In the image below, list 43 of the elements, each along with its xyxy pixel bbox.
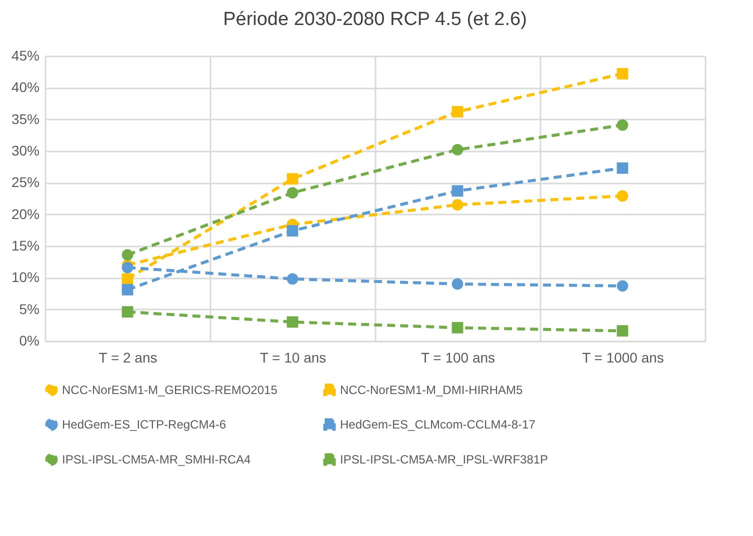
point — [452, 199, 464, 211]
point — [616, 119, 628, 131]
point — [452, 322, 464, 334]
y-tick-label: 35% — [11, 110, 40, 127]
point — [616, 280, 628, 292]
point — [122, 262, 134, 274]
point — [452, 106, 464, 118]
chart-title: Période 2030-2080 RCP 4.5 (et 2.6) — [223, 9, 527, 30]
point — [616, 325, 628, 337]
point — [286, 316, 298, 328]
point — [122, 273, 134, 285]
legend-label: HedGem-ES_ICTP-RegCM4-6 — [62, 418, 226, 432]
point — [616, 162, 628, 174]
point — [122, 284, 134, 296]
legend-label: IPSL-IPSL-CM5A-MR_IPSL-WRF381P — [340, 452, 548, 466]
legend-label: HedGem-ES_CLMcom-CCLM4-8-17 — [340, 418, 536, 432]
x-tick-label: T = 10 ans — [260, 350, 326, 366]
point — [122, 306, 134, 318]
x-tick-label: T = 2 ans — [98, 350, 158, 366]
legend-label: NCC-NorESM1-M_GERICS-REMO2015 — [62, 382, 278, 397]
x-tick-label: T = 1000 ans — [582, 350, 664, 366]
y-tick-label: 10% — [11, 269, 40, 286]
y-tick-label: 30% — [11, 142, 40, 158]
point — [452, 144, 464, 156]
y-tick-label: 45% — [11, 48, 40, 64]
y-tick-label: 25% — [11, 174, 40, 190]
point — [286, 173, 298, 185]
legend-label: IPSL-IPSL-CM5A-MR_SMHI-RCA4 — [62, 452, 252, 466]
x-tick-label: T = 100 ans — [420, 350, 496, 366]
point — [286, 225, 298, 236]
y-tick-label: 40% — [11, 79, 40, 96]
point — [286, 187, 298, 198]
point — [616, 190, 628, 202]
point — [452, 278, 464, 290]
point — [616, 68, 628, 80]
y-tick-label: 20% — [11, 206, 40, 222]
point — [452, 185, 464, 197]
y-tick-label: 5% — [19, 300, 40, 317]
point — [286, 273, 298, 285]
y-tick-label: 15% — [11, 238, 40, 254]
legend-label: NCC-NorESM1-M_DMI-HIRHAM5 — [340, 382, 523, 397]
y-tick-label: 0% — [19, 332, 40, 348]
point — [122, 249, 134, 261]
